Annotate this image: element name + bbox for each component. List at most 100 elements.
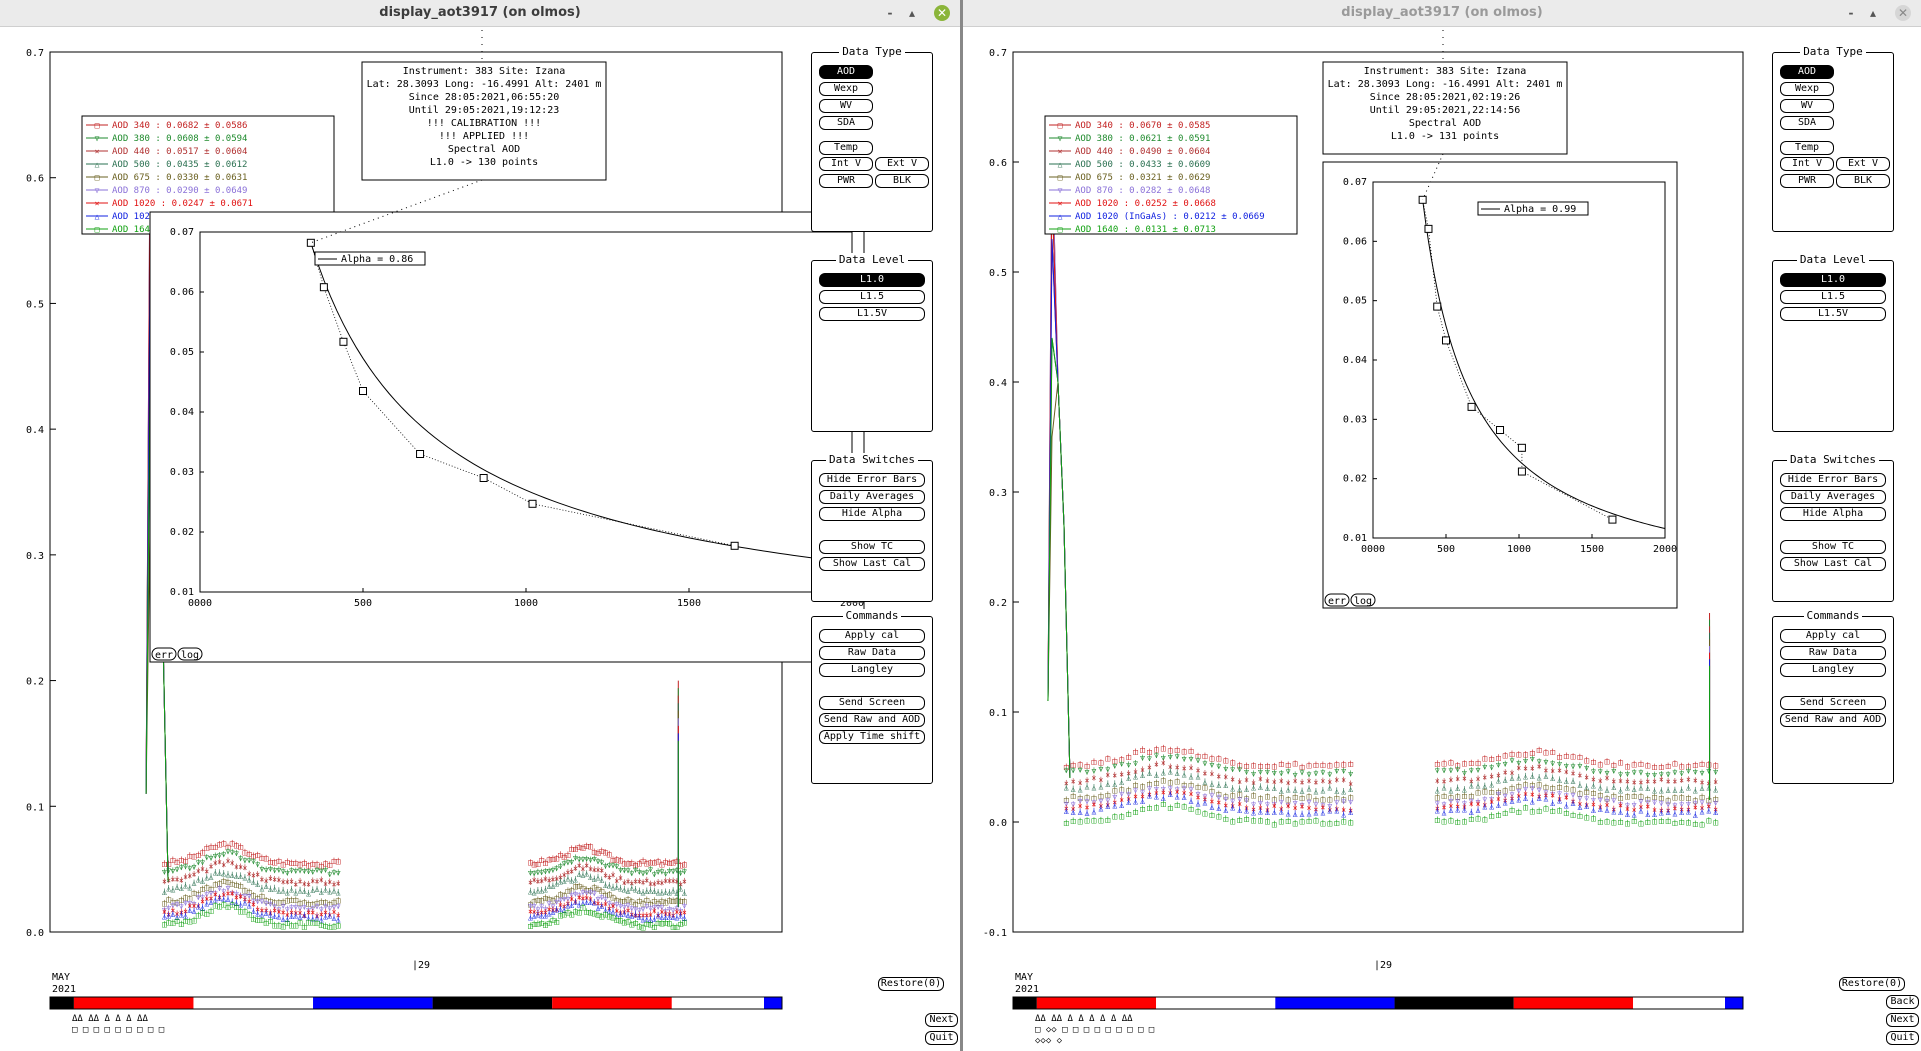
send-screen-button[interactable]: Send Screen (819, 696, 925, 710)
int-v-button[interactable]: Int V (819, 157, 873, 171)
data-point: □ (332, 897, 337, 906)
data-point: □ (539, 919, 544, 928)
pwr-button[interactable]: PWR (819, 174, 873, 188)
inset-data-point (1424, 224, 1433, 233)
data-point: △ (230, 871, 235, 880)
y-tick-label: 0.4 (26, 425, 44, 436)
sda-button[interactable]: SDA (1780, 116, 1834, 130)
data-point: ▽ (289, 903, 294, 912)
inset-toggle-label[interactable]: err (1328, 596, 1346, 607)
inset-toggle-label[interactable]: log (1354, 596, 1372, 607)
l1-0-button[interactable]: L1.0 (1780, 273, 1886, 287)
l1-0-button[interactable]: L1.0 (819, 273, 925, 287)
send-screen-button[interactable]: Send Screen (1780, 696, 1886, 710)
minimize-button[interactable]: - (1848, 6, 1854, 20)
window-titlebar[interactable]: display_aot3917 (on olmos) - ▴ ✕ (0, 0, 960, 27)
hide-error-bars-button[interactable]: Hide Error Bars (1780, 473, 1886, 487)
wexp-button[interactable]: Wexp (819, 82, 873, 96)
aod-time-series-plot[interactable]: -0.10.00.10.20.30.40.50.60.7|29□ □ □ □ □ □ □ □ □… (963, 0, 1921, 1051)
data-point: × (1071, 777, 1076, 786)
data-point: ▽ (1098, 765, 1103, 774)
l1-5-button[interactable]: L1.5 (1780, 290, 1886, 304)
langley-button[interactable]: Langley (819, 663, 925, 677)
aod-time-series-plot[interactable]: 0.00.10.20.30.40.50.60.7|29□ □ □ □ □ □□ □ □ □□ □ □… (0, 0, 960, 1051)
window-titlebar[interactable]: display_aot3917 (on olmos) - ▴ ✕ (963, 0, 1921, 27)
restore-button[interactable]: Restore(0) (1839, 977, 1905, 991)
inset-toggle-label[interactable]: err (155, 650, 173, 661)
hide-error-bars-button[interactable]: Hide Error Bars (819, 473, 925, 487)
next-button[interactable]: Next (1886, 1013, 1919, 1027)
data-point: □ (166, 895, 171, 904)
data-point: □ (656, 857, 661, 866)
hide-alpha-button[interactable]: Hide Alpha (1780, 507, 1886, 521)
daily-averages-button[interactable]: Daily Averages (1780, 490, 1886, 504)
data-point: ▽ (1272, 769, 1277, 778)
data-point: □ (1645, 761, 1650, 770)
restore-button[interactable]: Restore(0) (878, 977, 944, 991)
l1-5v-button[interactable]: L1.5V (1780, 307, 1886, 321)
langley-button[interactable]: Langley (1780, 663, 1886, 677)
show-last-cal-button[interactable]: Show Last Cal (1780, 557, 1886, 571)
maximize-button[interactable]: ▴ (1869, 6, 1877, 20)
sda-button[interactable]: SDA (819, 116, 873, 130)
pwr-button[interactable]: PWR (1780, 174, 1834, 188)
show-tc-button[interactable]: Show TC (819, 540, 925, 554)
quit-button[interactable]: Quit (925, 1031, 958, 1045)
data-point: △ (1126, 797, 1131, 806)
data-point: □ (298, 899, 303, 908)
ext-v-button[interactable]: Ext V (875, 157, 929, 171)
blk-button[interactable]: BLK (875, 174, 929, 188)
next-button[interactable]: Next (925, 1013, 958, 1027)
data-point: △ (1442, 808, 1447, 817)
wexp-button[interactable]: Wexp (1780, 82, 1834, 96)
data-point: ▽ (179, 902, 184, 911)
l1-5-button[interactable]: L1.5 (819, 290, 925, 304)
data-point: ▽ (1639, 797, 1644, 806)
int-v-button[interactable]: Int V (1780, 157, 1834, 171)
blk-button[interactable]: BLK (1836, 174, 1890, 188)
maximize-button[interactable]: ▴ (908, 6, 916, 20)
send-raw-and-aod-button[interactable]: Send Raw and AOD (819, 713, 925, 727)
send-raw-and-aod-button[interactable]: Send Raw and AOD (1780, 713, 1886, 727)
data-point: □ (1327, 795, 1332, 804)
panel-title: Data Level (1796, 253, 1870, 266)
data-point: ▽ (535, 868, 540, 877)
close-button[interactable]: ✕ (1895, 5, 1911, 21)
apply-cal-button[interactable]: Apply cal (1780, 629, 1886, 643)
apply-time-shift-button[interactable]: Apply Time shift (819, 730, 925, 744)
data-point: □ (1300, 794, 1305, 803)
data-point: □ (1679, 762, 1684, 771)
show-last-cal-button[interactable]: Show Last Cal (819, 557, 925, 571)
back-button[interactable]: Back (1886, 995, 1919, 1009)
hide-alpha-button[interactable]: Hide Alpha (819, 507, 925, 521)
ext-v-button[interactable]: Ext V (1836, 157, 1890, 171)
apply-cal-button[interactable]: Apply cal (819, 629, 925, 643)
data-point: □ (1632, 816, 1637, 825)
data-point: × (1618, 801, 1623, 810)
data-point: □ (618, 916, 623, 925)
wv-button[interactable]: WV (819, 99, 873, 113)
data-point: ▽ (1672, 768, 1677, 777)
data-point: × (1564, 767, 1569, 776)
data-point: △ (588, 873, 593, 882)
data-point: ▽ (1577, 794, 1582, 803)
raw-data-button[interactable]: Raw Data (819, 646, 925, 660)
aod-button[interactable]: AOD (1780, 65, 1834, 79)
data-point: ▽ (1632, 768, 1637, 777)
show-tc-button[interactable]: Show TC (1780, 540, 1886, 554)
inset-toggle-label[interactable]: log (181, 650, 199, 661)
temp-button[interactable]: Temp (819, 141, 873, 155)
data-point: ▽ (1237, 795, 1242, 804)
wv-button[interactable]: WV (1780, 99, 1834, 113)
data-point: △ (293, 911, 298, 920)
close-button[interactable]: ✕ (934, 5, 950, 21)
raw-data-button[interactable]: Raw Data (1780, 646, 1886, 660)
data-point: ▽ (659, 903, 664, 912)
minimize-button[interactable]: - (887, 6, 893, 20)
daily-averages-button[interactable]: Daily Averages (819, 490, 925, 504)
l1-5v-button[interactable]: L1.5V (819, 307, 925, 321)
temp-button[interactable]: Temp (1780, 141, 1834, 155)
aod-button[interactable]: AOD (819, 65, 873, 79)
quit-button[interactable]: Quit (1886, 1031, 1919, 1045)
data-point: □ (1625, 792, 1630, 801)
